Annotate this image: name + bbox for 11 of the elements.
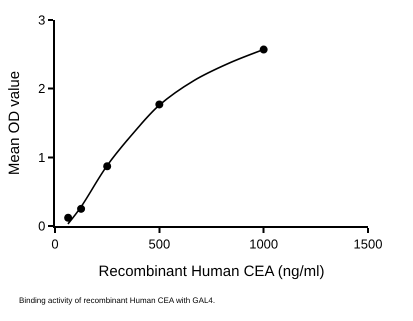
x-tick-label: 500 — [148, 236, 170, 252]
y-tick-label: 3 — [38, 12, 46, 28]
y-tick-label: 1 — [38, 150, 46, 165]
x-tick-label: 1000 — [249, 236, 278, 252]
x-tick-label: 0 — [51, 236, 59, 252]
x-axis-title: Recombinant Human CEA (ng/ml) — [98, 263, 324, 280]
text: Binding activity of recombinant Human CEA with GAL4. — [19, 296, 216, 305]
y-tick-label: 2 — [38, 81, 46, 96]
y-tick-label: 0 — [38, 218, 46, 234]
x-tick-label: 1500 — [354, 236, 382, 252]
y-axis-title: Mean OD value — [6, 70, 23, 176]
